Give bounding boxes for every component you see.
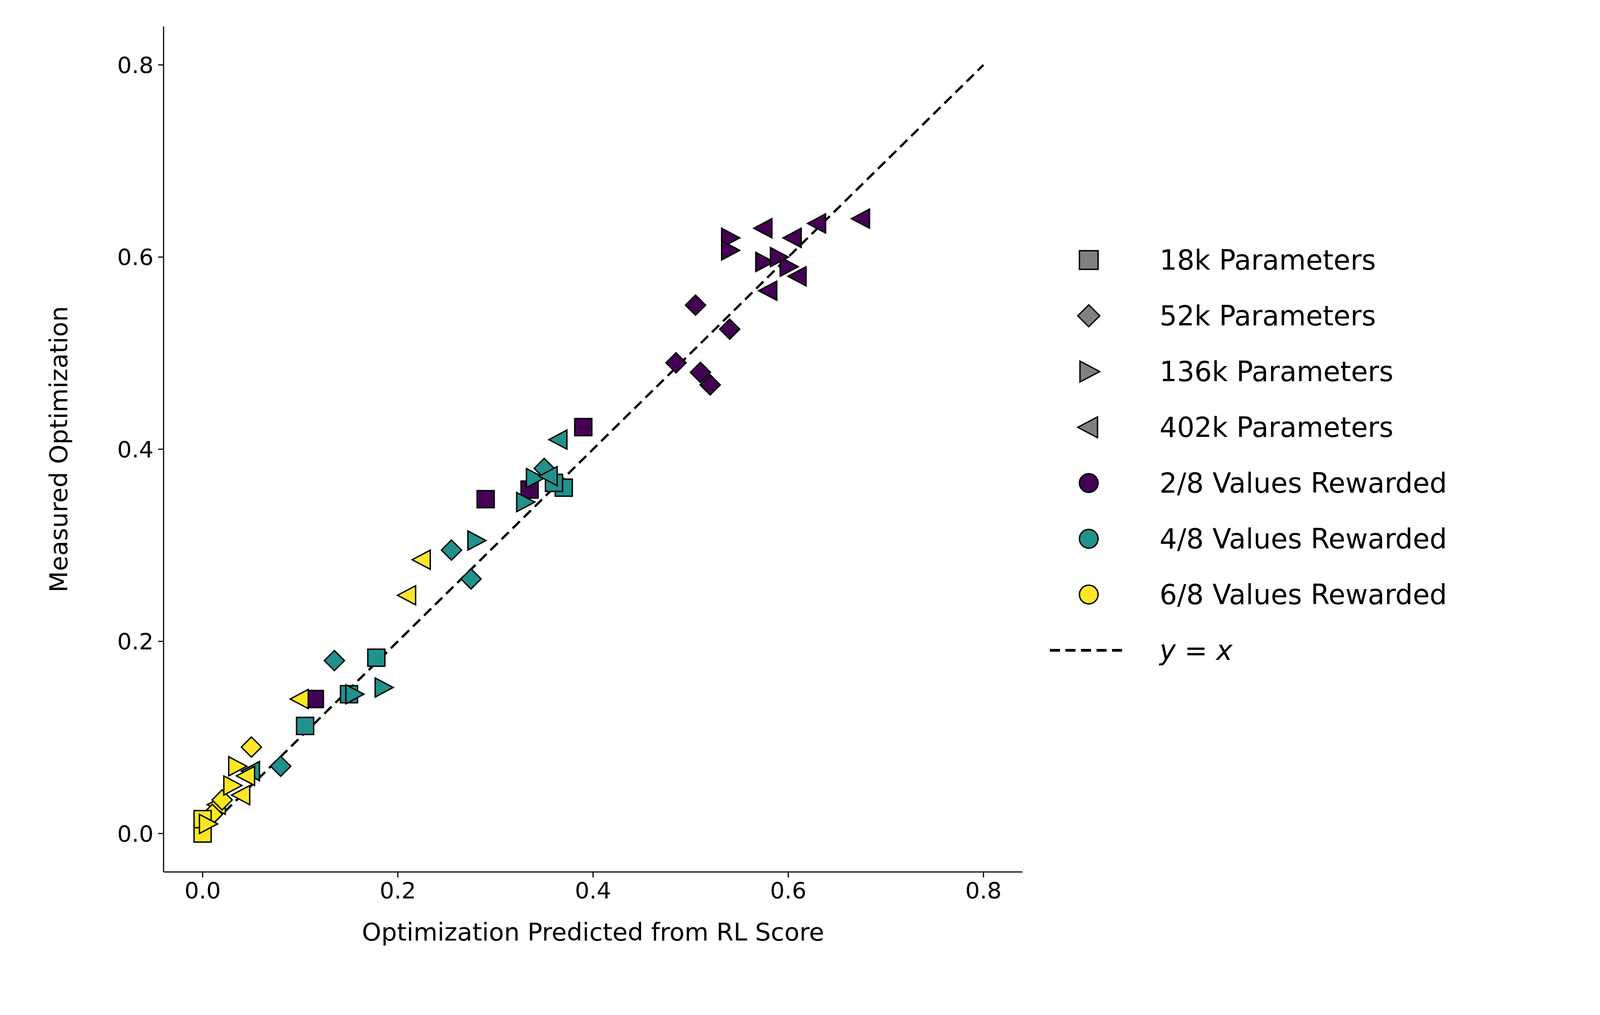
svg-text:0.6: 0.6 — [116, 243, 154, 271]
svg-text:0.8: 0.8 — [965, 877, 1002, 904]
svg-text:0.2: 0.2 — [379, 877, 417, 904]
html-text:4/8 Values Rewarded: 4/8 Values Rewarded — [1159, 522, 1448, 555]
html-text:6/8 Values Rewarded: 6/8 Values Rewarded — [1159, 578, 1448, 611]
svg-text:Measured Optimization: Measured Optimization — [44, 306, 74, 593]
html-text:2/8 Values Rewarded: 2/8 Values Rewarded — [1159, 466, 1448, 499]
svg-text:0.6: 0.6 — [770, 877, 807, 904]
html-text:18k Parameters: 18k Parameters — [1159, 243, 1376, 276]
html-text:52k Parameters: 52k Parameters — [1159, 299, 1376, 332]
svg-text:0.4: 0.4 — [574, 877, 612, 904]
html-text:136k Parameters: 136k Parameters — [1159, 355, 1394, 388]
svg-text:0.0: 0.0 — [116, 820, 154, 848]
svg-text:0.2: 0.2 — [116, 628, 154, 655]
svg-text:0.4: 0.4 — [116, 436, 154, 463]
svg-text:Optimization Predicted from RL: Optimization Predicted from RL Score — [361, 917, 825, 947]
html-text:402k Parameters: 402k Parameters — [1159, 411, 1394, 444]
svg-text:0.8: 0.8 — [116, 52, 154, 79]
html-text:y = x: y = x — [1159, 634, 1233, 667]
svg-text:0.0: 0.0 — [184, 877, 222, 904]
